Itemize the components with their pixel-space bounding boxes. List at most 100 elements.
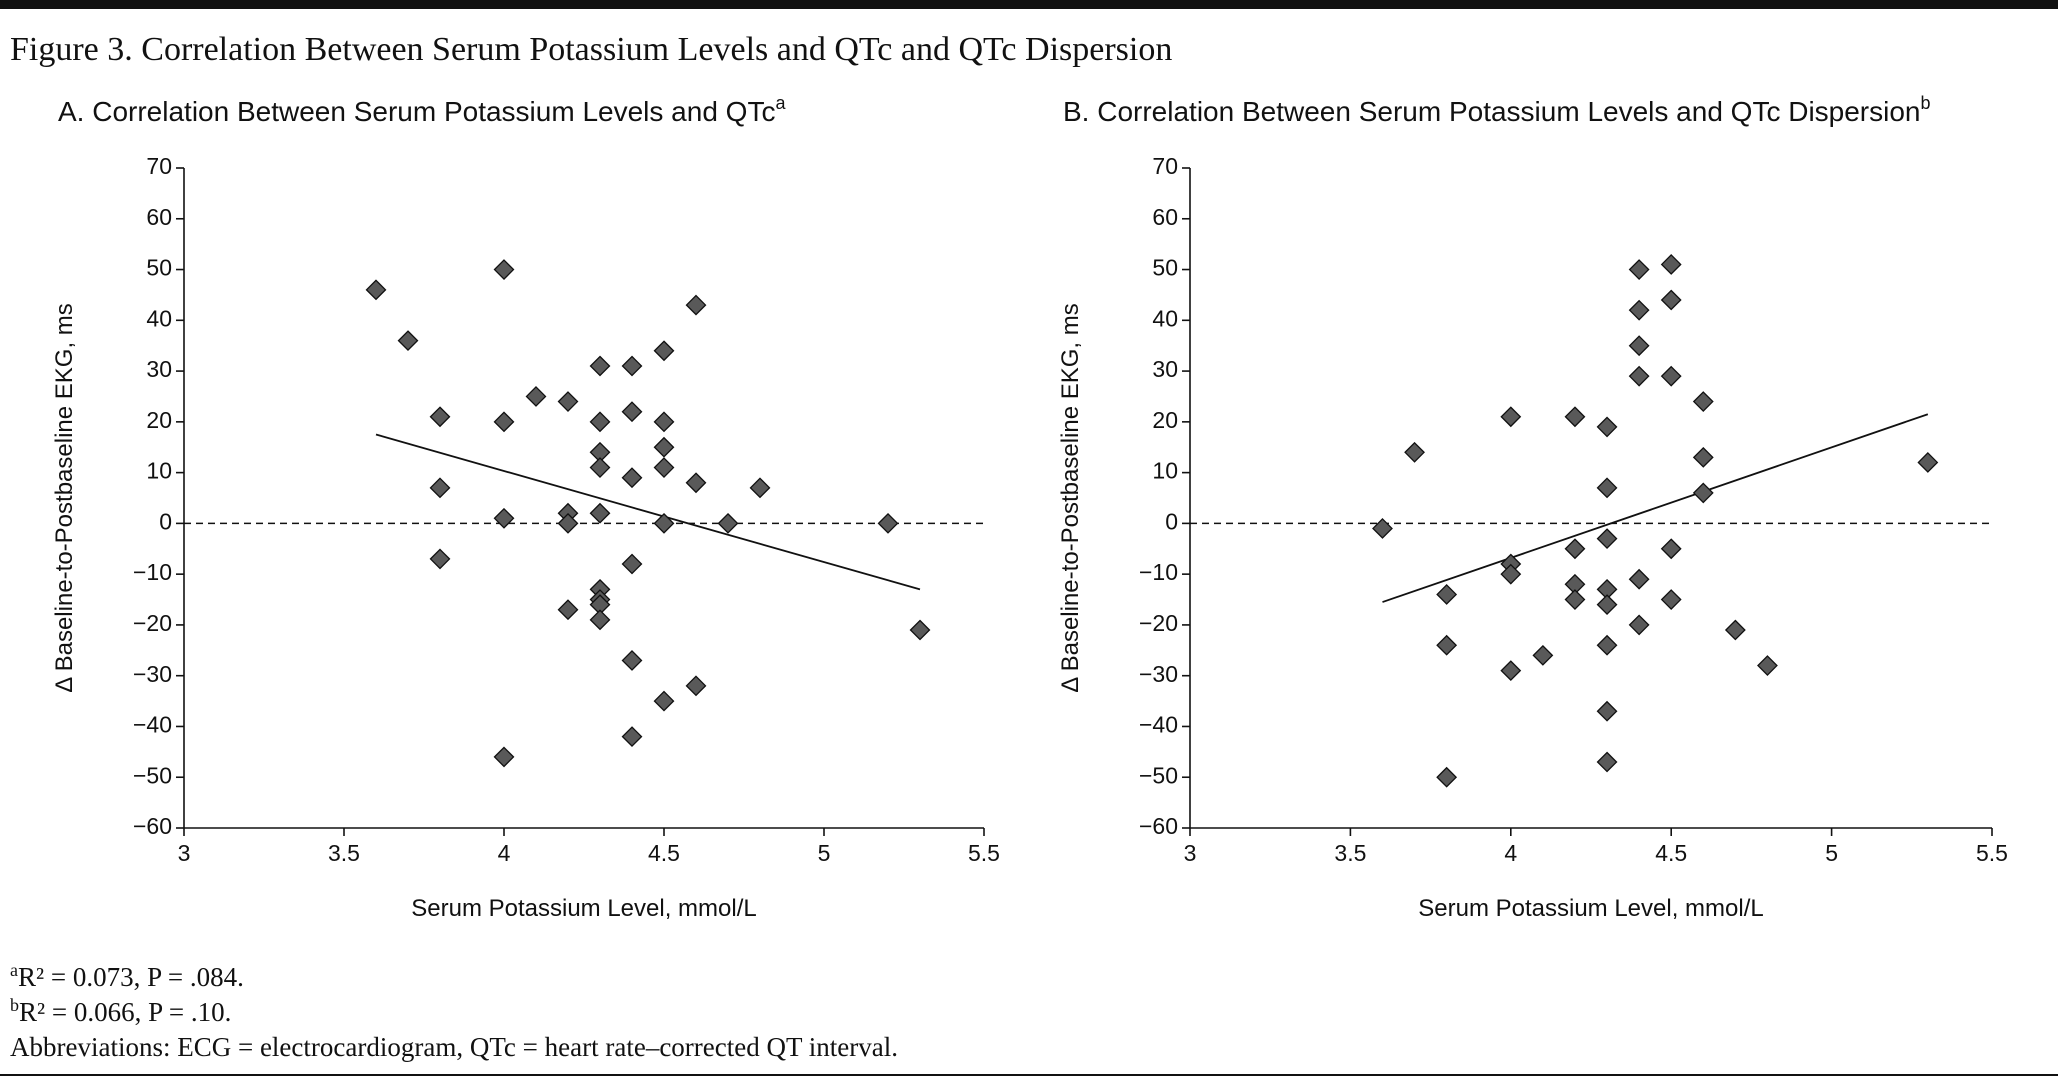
y-tick-label: 30 bbox=[146, 356, 172, 382]
data-point bbox=[397, 330, 419, 352]
data-point bbox=[685, 472, 707, 494]
footnote: aR² = 0.073, P = .084. bbox=[10, 960, 244, 992]
data-point bbox=[621, 726, 643, 748]
data-point bbox=[1628, 568, 1650, 590]
data-point bbox=[653, 457, 675, 478]
data-point bbox=[1564, 589, 1586, 610]
data-point bbox=[1564, 406, 1586, 428]
data-point bbox=[589, 355, 611, 377]
data-point bbox=[685, 294, 707, 316]
y-tick-label: −10 bbox=[133, 559, 172, 585]
data-point bbox=[621, 467, 643, 489]
data-point bbox=[621, 553, 643, 575]
data-point bbox=[429, 548, 451, 570]
data-point bbox=[1628, 299, 1650, 321]
y-tick-label: 10 bbox=[1152, 458, 1178, 484]
data-point bbox=[589, 457, 611, 478]
data-point bbox=[1500, 406, 1522, 428]
chart-title-sup: b bbox=[1921, 93, 1931, 113]
y-axis-label: Δ Baseline-to-Postbaseline EKG, ms bbox=[1057, 303, 1084, 693]
data-point bbox=[621, 355, 643, 377]
data-point bbox=[1436, 584, 1458, 605]
y-tick-label: 0 bbox=[159, 508, 172, 534]
x-axis-label: Serum Potassium Level, mmol/L bbox=[411, 895, 756, 922]
data-point bbox=[493, 411, 515, 433]
data-point bbox=[557, 599, 579, 621]
top-rule bbox=[0, 0, 2058, 9]
figure-title: Figure 3. Correlation Between Serum Pota… bbox=[10, 31, 1172, 68]
data-point bbox=[1596, 477, 1618, 499]
y-tick-label: 70 bbox=[1152, 153, 1178, 179]
chart-title-sup: a bbox=[775, 93, 786, 113]
data-point bbox=[365, 279, 387, 301]
data-point bbox=[493, 507, 515, 529]
data-point bbox=[429, 477, 451, 499]
x-axis-label: Serum Potassium Level, mmol/L bbox=[1418, 895, 1763, 922]
x-tick-label: 3.5 bbox=[1334, 840, 1366, 866]
chart-title: A. Correlation Between Serum Potassium L… bbox=[58, 93, 786, 128]
x-tick-label: 5 bbox=[1825, 840, 1838, 866]
y-tick-label: 20 bbox=[1152, 407, 1178, 433]
data-point bbox=[653, 411, 675, 433]
y-tick-label: 60 bbox=[146, 204, 172, 230]
data-point bbox=[589, 502, 611, 524]
data-point bbox=[1660, 289, 1682, 311]
data-point bbox=[1596, 416, 1618, 438]
data-point bbox=[1500, 660, 1522, 682]
data-point bbox=[717, 512, 739, 534]
trendline bbox=[1382, 413, 1929, 603]
data-point bbox=[429, 406, 451, 428]
data-point bbox=[685, 675, 707, 697]
data-point bbox=[1404, 441, 1425, 463]
data-point bbox=[1596, 528, 1618, 550]
y-tick-label: 30 bbox=[1152, 356, 1178, 382]
y-axis-label: Δ Baseline-to-Postbaseline EKG, ms bbox=[51, 303, 78, 693]
x-tick-label: 5 bbox=[818, 840, 831, 866]
data-point bbox=[525, 386, 547, 407]
footnote-marker: a bbox=[10, 960, 18, 980]
data-point bbox=[1596, 634, 1618, 656]
data-point bbox=[1564, 538, 1586, 560]
data-point bbox=[1500, 563, 1522, 585]
data-point bbox=[1436, 766, 1458, 788]
data-point bbox=[1628, 365, 1650, 387]
data-point bbox=[493, 259, 515, 280]
data-point bbox=[1660, 254, 1682, 275]
chart-title-text: A. Correlation Between Serum Potassium L… bbox=[58, 96, 775, 127]
x-tick-label: 4 bbox=[1504, 840, 1517, 866]
y-tick-label: 0 bbox=[1165, 508, 1178, 534]
y-tick-label: −50 bbox=[1139, 762, 1178, 788]
x-tick-label: 3 bbox=[1184, 840, 1197, 866]
data-point bbox=[1660, 538, 1682, 560]
x-tick-label: 4.5 bbox=[648, 840, 680, 866]
data-point bbox=[653, 436, 675, 458]
y-tick-label: 10 bbox=[146, 458, 172, 484]
chart-title-text: B. Correlation Between Serum Potassium L… bbox=[1063, 96, 1921, 127]
data-point bbox=[653, 512, 675, 534]
x-tick-label: 3 bbox=[178, 840, 191, 866]
x-tick-label: 5.5 bbox=[968, 840, 1000, 866]
y-tick-label: 40 bbox=[1152, 305, 1178, 331]
footnote: bR² = 0.066, P = .10. bbox=[10, 995, 231, 1027]
data-point bbox=[1692, 391, 1714, 412]
y-tick-label: −50 bbox=[133, 762, 172, 788]
y-tick-label: −30 bbox=[133, 661, 172, 687]
data-point bbox=[621, 401, 643, 423]
trendline bbox=[375, 433, 921, 591]
y-tick-label: −30 bbox=[1139, 661, 1178, 687]
data-point bbox=[1628, 614, 1650, 636]
data-point bbox=[1372, 518, 1393, 539]
chart-title: B. Correlation Between Serum Potassium L… bbox=[1063, 93, 1931, 128]
x-tick-label: 3.5 bbox=[328, 840, 360, 866]
y-tick-label: −40 bbox=[1139, 712, 1178, 738]
data-point bbox=[909, 619, 931, 641]
y-tick-label: −10 bbox=[1139, 559, 1178, 585]
footnote: Abbreviations: ECG = electrocardiogram, … bbox=[10, 1032, 898, 1062]
data-point bbox=[557, 391, 579, 412]
y-tick-label: −60 bbox=[133, 813, 172, 839]
data-point bbox=[621, 650, 643, 671]
data-point bbox=[1596, 751, 1618, 773]
y-tick-label: 50 bbox=[146, 255, 172, 281]
data-point bbox=[1757, 655, 1778, 676]
